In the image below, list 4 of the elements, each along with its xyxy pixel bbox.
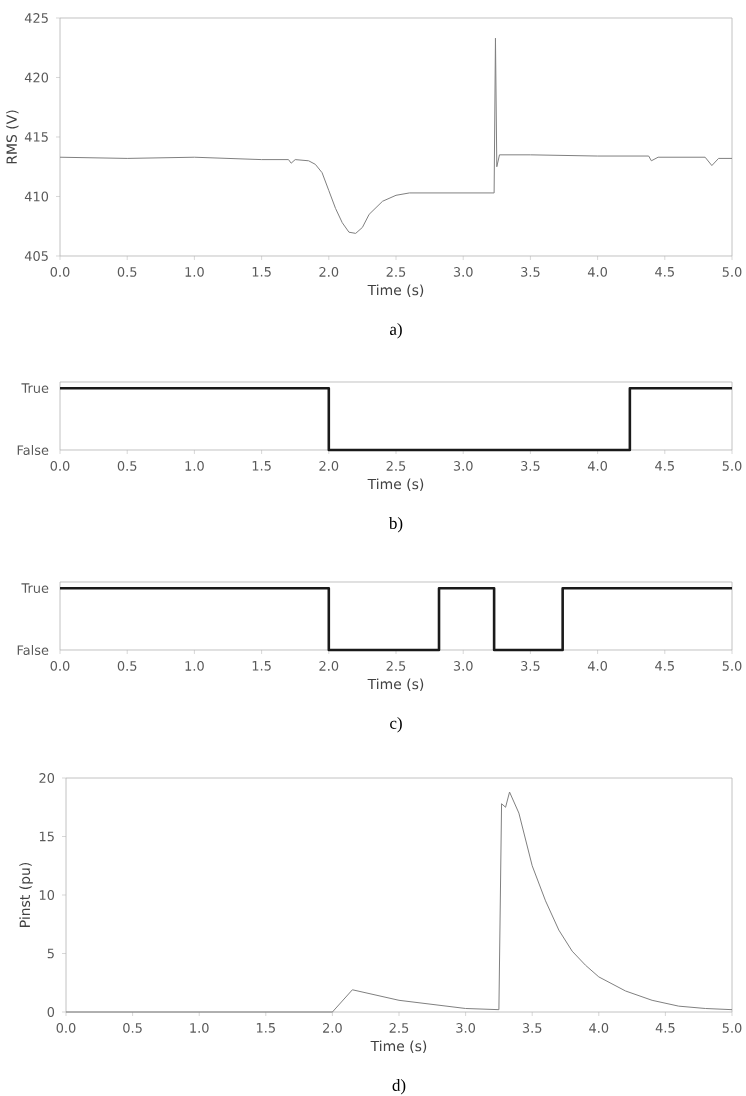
text: a) bbox=[390, 323, 402, 339]
text: c) bbox=[390, 717, 402, 733]
text: b) bbox=[388, 517, 403, 533]
text: d) bbox=[392, 1079, 406, 1095]
